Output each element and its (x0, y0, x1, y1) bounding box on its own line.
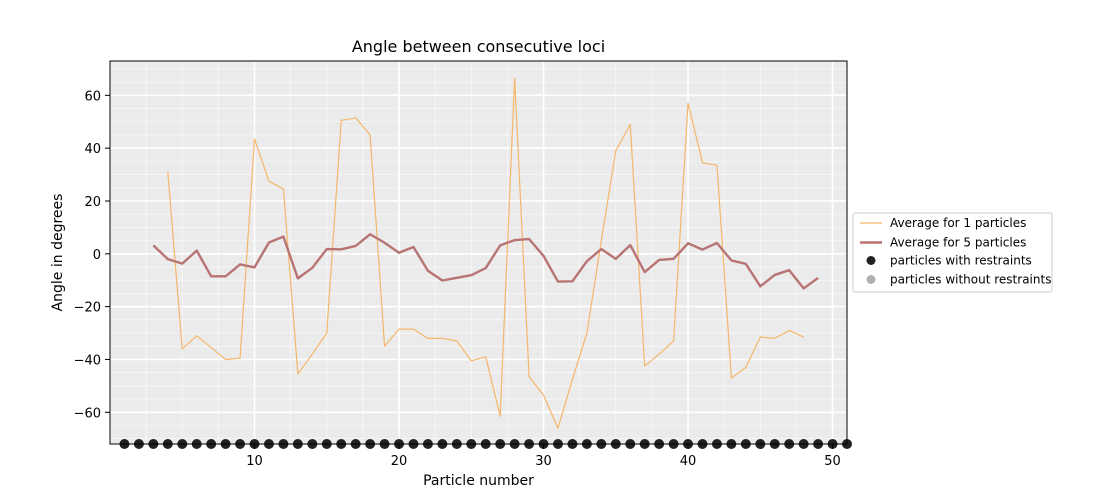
y-axis-label: Angle in degrees (50, 194, 66, 312)
x-tick-label: 20 (391, 454, 408, 469)
legend: Average for 1 particles Average for 5 par… (852, 212, 1053, 293)
y-tick-label: −20 (74, 301, 101, 316)
x-tick-label: 50 (824, 454, 841, 469)
x-axis-label: Particle number (423, 473, 534, 489)
series-line-1 (167, 77, 804, 429)
y-tick-label: −60 (74, 406, 101, 421)
legend-label: particles with restraints (890, 254, 1032, 268)
series-lines (152, 77, 819, 429)
legend-label: Average for 1 particles (890, 216, 1026, 230)
y-axis: −60 −40 −20 0 20 40 60 (74, 89, 110, 421)
grid-lines (109, 61, 847, 444)
y-tick-label: 20 (84, 195, 101, 210)
plot-frame (109, 60, 848, 445)
x-tick-label: 10 (246, 454, 263, 469)
legend-box (852, 212, 1053, 293)
x-tick-label: 30 (535, 454, 552, 469)
y-tick-label: 40 (84, 142, 101, 157)
y-tick-label: −40 (74, 353, 101, 368)
y-tick-label: 60 (84, 89, 101, 104)
x-axis: 10 20 30 40 50 (246, 444, 841, 469)
y-tick-label: 0 (93, 248, 101, 263)
plot-area (110, 61, 847, 444)
legend-label: Average for 5 particles (890, 236, 1026, 250)
legend-marker-swatch (866, 275, 876, 284)
legend-marker-swatch (866, 256, 876, 265)
chart-title: Angle between consecutive loci (352, 37, 605, 56)
x-tick-label: 40 (680, 454, 697, 469)
restraint-markers (119, 439, 852, 449)
legend-label: particles without restraints (890, 273, 1051, 287)
series-line-2 (152, 233, 819, 290)
